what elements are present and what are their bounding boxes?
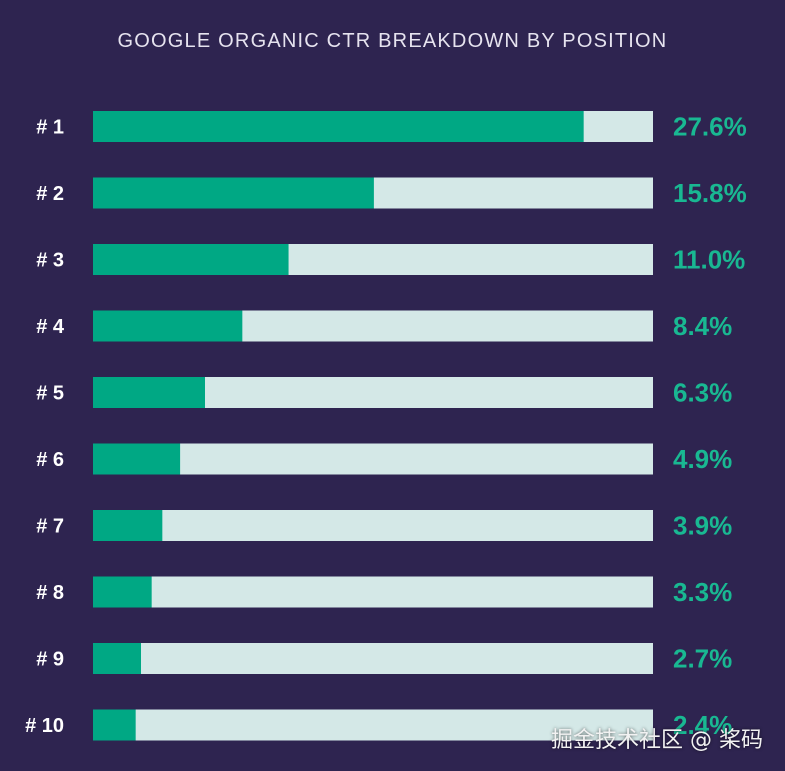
bar-track	[93, 576, 653, 608]
bar	[93, 111, 584, 142]
category-label: # 1	[36, 117, 64, 139]
bar	[93, 244, 289, 275]
value-label: 6.3%	[673, 378, 732, 408]
value-label: 8.4%	[673, 311, 732, 341]
category-label: # 6	[36, 449, 64, 471]
bar	[93, 576, 152, 608]
value-label: 2.7%	[673, 644, 732, 674]
category-label: # 9	[36, 649, 64, 671]
bar	[93, 709, 136, 741]
category-label: # 8	[36, 582, 64, 604]
category-label: # 2	[36, 183, 64, 205]
bar	[93, 310, 243, 342]
value-label: 3.9%	[673, 511, 732, 541]
category-label: # 5	[36, 383, 64, 405]
value-label: 2.4%	[673, 710, 732, 740]
value-label: 15.8%	[673, 178, 747, 208]
category-label: # 3	[36, 250, 64, 272]
bar-track	[93, 709, 653, 741]
value-label: 3.3%	[673, 577, 732, 607]
bar-track	[93, 643, 653, 674]
bar-track	[93, 443, 653, 475]
value-label: 27.6%	[673, 112, 747, 142]
chart-title: GOOGLE ORGANIC CTR BREAKDOWN BY POSITION	[117, 30, 668, 52]
value-label: 4.9%	[673, 444, 732, 474]
bar	[93, 377, 205, 408]
category-label: # 10	[25, 715, 64, 737]
bar	[93, 177, 374, 209]
bar-track	[93, 510, 653, 541]
bar	[93, 643, 141, 674]
category-label: # 4	[36, 316, 65, 338]
category-label: # 7	[36, 516, 64, 538]
bar	[93, 443, 181, 475]
value-label: 11.0%	[673, 245, 745, 275]
watermark: 掘金技术社区 @ 桨码	[551, 728, 763, 753]
bar	[93, 510, 163, 541]
